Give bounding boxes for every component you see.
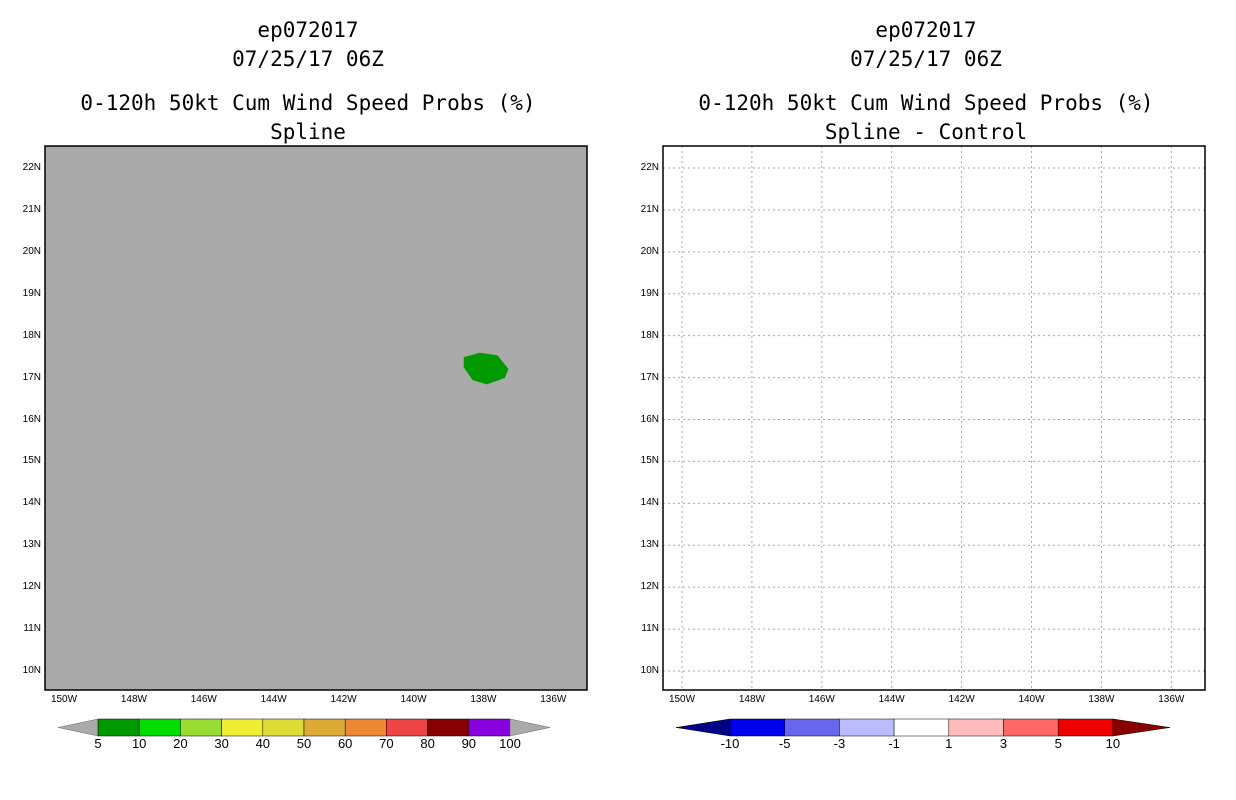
colorbar-under-arrow [675,718,731,737]
left-lat-label: 21N [22,203,41,215]
colorbar-label: 50 [296,736,312,751]
right-lon-label: 144W [878,694,905,705]
colorbar-label: 1 [945,736,953,751]
colorbar-label: 5 [1054,736,1062,751]
left-lat-label: 17N [22,371,41,383]
colorbar-segment [97,718,140,737]
colorbar-label: -3 [833,736,846,751]
right-lon-label: 142W [948,694,975,705]
colorbar-label: 40 [255,736,271,751]
right-lat-label: 22N [640,162,659,173]
colorbar-segment [1003,718,1059,737]
right-lat-label: 16N [640,413,659,425]
colorbar-label: 60 [337,736,353,751]
colorbar-label: 90 [461,736,477,751]
left-lon-label: 136W [540,694,567,705]
right-lat-label: 13N [640,539,659,551]
left-lon-label: 150W [50,694,78,705]
colorbar-segment [468,718,511,737]
colorbar-over-arrow [1112,718,1170,737]
right-lat-label: 10N [640,665,659,676]
colorbar-segment [729,718,785,737]
left-lat-label: 19N [22,287,41,299]
colorbar-label: 100 [499,736,521,751]
left-lat-label: 14N [22,497,41,509]
left-lat-label: 12N [22,581,41,593]
right-lon-label: 150W [668,694,696,705]
left-lon-label: 148W [120,694,147,705]
right-title-method: Spline - Control [824,120,1028,144]
right-lon-label: 146W [808,694,835,705]
colorbar-label: 10 [131,736,147,751]
colorbar-label: 30 [214,736,229,751]
colorbar-label: -10 [720,736,740,751]
right-lat-label: 21N [640,203,659,215]
colorbar-segment [1057,718,1114,737]
right-lat-label: 18N [640,329,659,341]
colorbar-label: 3 [999,736,1008,751]
right-title-storm: ep072017 [875,18,977,42]
left-lat-label: 10N [22,665,41,676]
colorbar-segment [180,718,222,737]
colorbar-label: -1 [888,736,900,751]
left-title-method: Spline [270,120,346,144]
colorbar-over-arrow [509,718,551,737]
right-lon-label: 138W [1088,694,1115,705]
colorbar-segment [303,718,346,737]
right-lat-label: 14N [640,497,659,509]
left-title-product: 0-120h 50kt Cum Wind Speed Probs (%) [80,91,536,115]
left-lon-label: 140W [400,694,427,705]
left-lon-label: 146W [190,694,217,705]
right-lat-label: 17N [640,371,659,383]
colorbar-label: 20 [173,736,188,751]
colorbar-segment [138,718,181,737]
left-lon-label: 142W [330,694,357,705]
left-title-date: 07/25/17 06Z [232,47,384,71]
right-lat-label: 11N [641,623,659,635]
right-lat-label: 12N [640,581,659,593]
colorbar-under-arrow [57,718,99,737]
left-lat-label: 16N [22,413,41,425]
left-map-frame [44,145,588,691]
left-map-background [45,146,587,690]
colorbar-segment [386,718,428,737]
right-title-product: 0-120h 50kt Cum Wind Speed Probs (%) [698,91,1154,115]
right-lon-label: 136W [1158,694,1185,705]
colorbar-segment [784,718,840,737]
left-lat-label: 18N [22,329,41,341]
right-lat-label: 19N [640,287,659,299]
left-lat-label: 13N [22,539,41,551]
right-map-frame [662,145,1206,691]
right-lat-label: 15N [640,455,659,467]
left-title-storm: ep072017 [257,18,359,42]
right-title-date: 07/25/17 06Z [850,47,1002,71]
colorbar-label: -5 [778,736,791,751]
left-lat-label: 22N [22,162,41,173]
wind-probability-area [463,352,509,385]
colorbar-segment [839,718,895,737]
colorbar-segment [344,718,387,737]
left-lat-label: 11N [23,623,41,635]
colorbar-segment [948,718,1004,737]
colorbar-segment [221,718,264,737]
left-lat-label: 20N [22,245,41,257]
colorbar-segment [262,718,305,737]
right-lon-label: 148W [738,694,765,705]
colorbar-label: 5 [94,736,102,751]
colorbar-segment [893,718,950,737]
right-lon-label: 140W [1018,694,1045,705]
right-lat-label: 20N [640,245,659,257]
colorbar-label: 80 [420,736,435,751]
left-lat-label: 15N [22,455,41,467]
colorbar-segment [427,718,470,737]
colorbar-label: 70 [379,736,394,751]
left-lon-label: 144W [260,694,287,705]
right-map-background [663,146,1205,690]
colorbar-label: 10 [1105,736,1121,751]
left-lon-label: 138W [470,694,497,705]
